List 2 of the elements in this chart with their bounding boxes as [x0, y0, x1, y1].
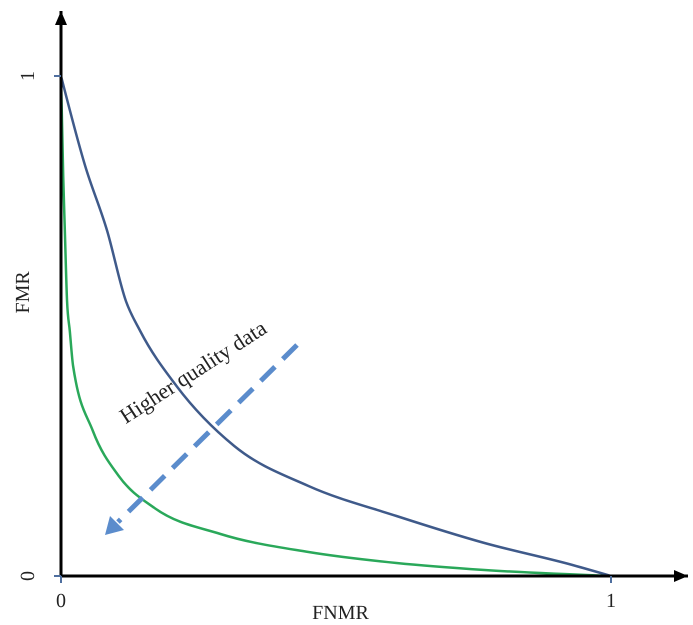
x-axis-title: FNMR	[312, 602, 370, 624]
y-axis-title: FMR	[12, 270, 34, 314]
